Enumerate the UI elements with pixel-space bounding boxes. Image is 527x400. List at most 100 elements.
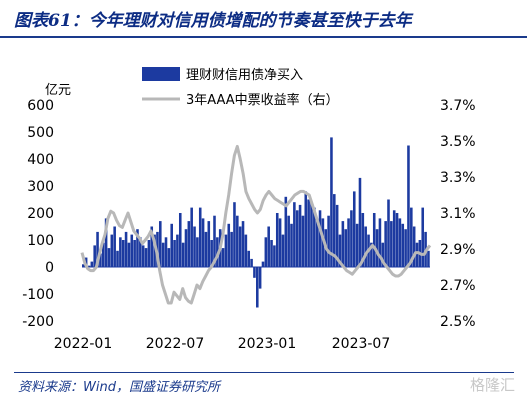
bar	[150, 226, 154, 267]
x-tick-label: 2022-07	[146, 336, 205, 352]
bar	[421, 207, 425, 267]
bar	[196, 237, 199, 267]
bar	[110, 234, 114, 267]
bar	[230, 231, 233, 267]
bar	[190, 207, 193, 267]
bar	[99, 253, 102, 267]
bar	[133, 240, 136, 267]
bar	[290, 223, 293, 267]
bar	[116, 250, 119, 267]
bar	[392, 210, 396, 267]
bar	[333, 194, 336, 267]
bar	[244, 234, 248, 267]
bar	[384, 221, 387, 267]
bar	[378, 218, 382, 267]
yield-line	[80, 144, 432, 305]
bar	[224, 234, 228, 267]
left-tick-label: 200	[27, 206, 54, 222]
left-tick-label: 0	[45, 260, 54, 276]
legend-bar-label: 理财财信用债净买入	[186, 68, 303, 83]
bar	[318, 210, 322, 267]
bar	[261, 261, 265, 267]
bar	[207, 221, 211, 267]
bar	[364, 226, 367, 267]
bar	[90, 261, 94, 267]
bar	[307, 199, 310, 267]
footer-divider	[14, 372, 514, 373]
right-tick-label: 3.1%	[440, 206, 476, 222]
bar	[301, 215, 305, 267]
bar	[113, 226, 116, 267]
bar	[264, 237, 268, 267]
right-tick-label: 3.3%	[440, 170, 476, 186]
bar	[358, 177, 362, 267]
bar	[407, 145, 410, 267]
left-tick-label: 100	[27, 233, 54, 249]
bar	[233, 202, 236, 267]
bar	[193, 226, 196, 267]
bar	[427, 250, 430, 267]
bar	[315, 221, 319, 267]
bar	[415, 242, 419, 267]
bar	[350, 210, 353, 267]
bar	[153, 234, 156, 267]
bar	[352, 191, 356, 267]
bar	[335, 204, 339, 267]
bar	[93, 245, 96, 267]
right-tick-label: 2.5%	[440, 314, 476, 330]
bar	[147, 240, 151, 267]
bar	[338, 234, 342, 267]
left-tick-label: -200	[22, 314, 54, 330]
bar	[176, 234, 179, 267]
bar	[210, 240, 213, 267]
bar	[370, 242, 373, 267]
bar	[221, 248, 225, 267]
title-bar: 图表61：今年理财对信用债增配的节奏甚至快于去年	[0, 0, 527, 38]
line-series	[80, 144, 432, 305]
bar	[330, 137, 333, 267]
bar	[136, 229, 139, 267]
bar	[295, 210, 299, 267]
bar	[144, 248, 148, 267]
bar	[298, 204, 302, 267]
left-tick-label: 500	[27, 125, 54, 141]
right-tick-label: 2.9%	[440, 242, 476, 258]
bar	[401, 223, 405, 267]
bar	[390, 221, 393, 267]
bar	[204, 231, 208, 267]
right-tick-label: 2.7%	[440, 278, 476, 294]
bar	[361, 213, 365, 267]
bar	[167, 248, 171, 267]
bar	[304, 191, 308, 267]
bar	[124, 231, 128, 267]
bar	[341, 221, 345, 267]
bar	[310, 202, 313, 267]
bar	[201, 218, 205, 267]
watermark: 格隆汇	[469, 376, 515, 394]
bar	[355, 223, 359, 267]
bar	[236, 215, 239, 267]
left-tick-label: 600	[27, 98, 54, 114]
chart-title: 图表61：今年理财对信用债增配的节奏甚至快于去年	[14, 11, 412, 31]
right-tick-label: 3.5%	[440, 134, 476, 150]
bar	[275, 213, 279, 267]
bar	[141, 245, 145, 267]
bar	[404, 229, 407, 267]
bar	[410, 207, 413, 267]
bar	[313, 207, 316, 267]
bar	[87, 265, 91, 267]
bar	[287, 215, 290, 267]
bar	[119, 237, 122, 267]
bar	[130, 234, 134, 267]
bar	[181, 242, 185, 267]
bar	[278, 218, 282, 267]
left-tick-label: 300	[27, 179, 54, 195]
bar	[327, 215, 330, 267]
bar	[241, 221, 245, 267]
bar	[253, 267, 256, 278]
bar	[96, 231, 99, 267]
bar	[256, 267, 259, 308]
bar	[387, 199, 390, 267]
bar	[281, 234, 285, 267]
